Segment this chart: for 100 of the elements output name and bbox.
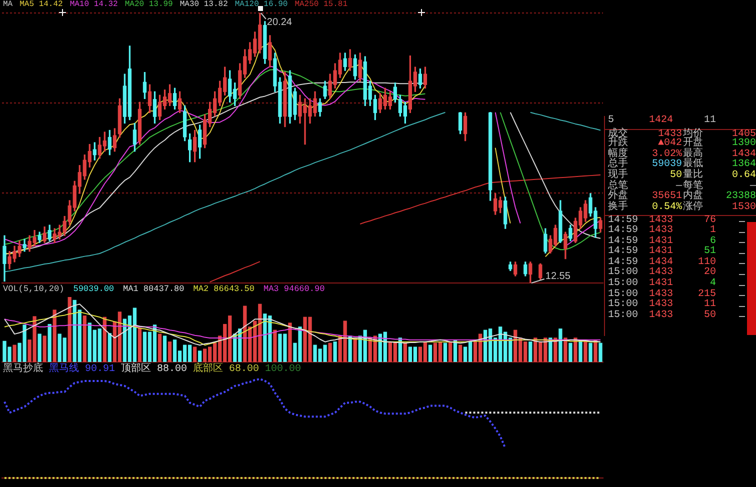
annotation: 12.55 [545,270,571,282]
text: 5 [608,115,614,126]
legend-title: MA [3,0,13,9]
text: 6 [710,236,716,247]
bar [403,342,407,362]
text: 14:59 [608,236,638,247]
text: 15:00 [608,310,638,321]
text: 76 [704,215,716,226]
text: 现手 [608,170,628,181]
bar [443,342,448,362]
bar [554,338,558,362]
text: 1434 [732,148,756,160]
text: 35651 [652,191,682,202]
bar [52,310,56,362]
bar [598,342,602,362]
bar [558,328,562,362]
bar [273,330,277,362]
bar [68,297,72,362]
legend-title: 黑马抄底 [3,364,43,375]
text: 14:59 [608,256,638,268]
text: MA20 13.99 [124,0,173,9]
bar [428,344,432,362]
text: 4 [710,278,716,289]
text: 1431 [649,246,674,258]
bar [158,334,162,362]
text: 开盘 [683,138,703,150]
text: 20 [704,267,716,278]
text: 换手 [608,202,628,213]
text: 1530 [732,202,756,213]
text: MA3 94660.90 [263,284,325,294]
series-label: 59039.00 [73,284,114,294]
text: MA120 16.90 [234,0,288,9]
text: 14:59 [608,225,638,236]
text: MA5 14.42 [20,0,63,9]
text: MA30 13.82 [180,0,228,9]
text: 50 [670,170,682,181]
text: 50 [704,310,716,321]
text: 1 [710,225,716,236]
text: 1433 [649,215,674,226]
bar [48,324,52,362]
text: 顶部区 88.00 [121,364,188,375]
text: 110 [698,256,716,268]
bar [458,344,462,362]
bar [328,342,332,362]
text: — [676,180,682,192]
bar [12,344,16,362]
bar [333,342,337,362]
bar [42,336,46,362]
text: 15:00 [608,299,638,310]
bar [168,342,172,362]
bar [578,340,582,362]
bar [584,340,588,362]
bar [574,338,578,362]
bar [108,333,112,362]
text: 底部区 68.00 [193,364,260,375]
text: 1433 [649,299,674,310]
text: 15:00 [608,278,638,289]
text: ▲042 [658,138,682,150]
bar [198,350,202,362]
text: 0.54% [652,202,682,213]
annotation: 20.24 [266,16,292,28]
bar [82,316,86,362]
text: 涨停 [683,202,703,213]
text: — [750,180,756,192]
bar [288,322,292,362]
bar [348,336,352,362]
text: MA1 80437.80 [123,284,184,294]
text: 0.64 [732,170,756,181]
text: 量比 [683,170,703,181]
text: 11 [704,115,716,126]
text: 215 [698,288,716,300]
text: 14:59 [608,215,638,226]
text: 59039 [652,159,682,170]
text: 11 [704,299,716,310]
text: 1433 [649,267,674,278]
series-label: 黑马线 90.91 [49,364,116,375]
bar [528,342,532,362]
bar [38,334,42,362]
legend-title: VOL(5,10,20) [3,284,64,294]
text: 1431 [649,278,674,289]
text: 1434 [649,256,674,268]
bar [588,342,592,362]
text: 1431 [649,236,674,247]
text: 3.02% [652,148,682,160]
text: 1433 [649,225,674,236]
bar [564,338,568,362]
bar [162,336,167,362]
text: 1364 [732,159,756,170]
bar [138,328,142,362]
bar [192,346,197,362]
text: 1424 [649,115,674,126]
bar [448,342,452,362]
text: 51 [704,246,716,258]
bar [568,342,572,362]
text: 23388 [726,191,756,202]
text: 15:00 [608,267,638,278]
text: 1390 [732,138,756,150]
text: MA10 14.32 [70,0,118,9]
text: MA2 86643.50 [193,284,254,294]
text: 1433 [649,288,674,300]
